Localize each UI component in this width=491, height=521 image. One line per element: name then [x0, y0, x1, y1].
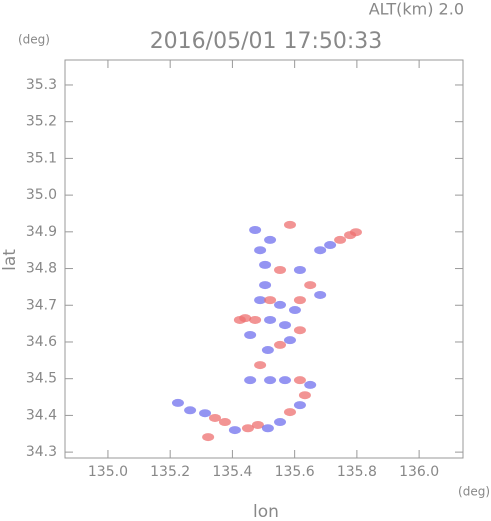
x-tick-label: 135.0 [88, 464, 128, 480]
x-tick-label: 135.2 [150, 464, 190, 480]
echo-blob [261, 346, 274, 355]
echo-blob [233, 315, 246, 324]
echo-blob [259, 260, 272, 269]
echo-blob [254, 246, 267, 255]
x-tick-label: 135.4 [212, 464, 252, 480]
y-tick-label: 34.9 [26, 224, 57, 240]
chart-title: 2016/05/01 17:50:33 [150, 29, 383, 54]
y-tick-label: 34.4 [26, 407, 57, 423]
y-label: lat [0, 249, 20, 271]
echo-blob [349, 228, 362, 237]
echo-blob [293, 266, 306, 275]
echo-blob [202, 433, 215, 442]
y-tick-label: 34.3 [26, 444, 57, 460]
x-tick-label: 135.6 [275, 464, 315, 480]
y-unit: (deg) [18, 33, 50, 47]
echo-blob [279, 321, 292, 330]
echo-blob [293, 326, 306, 335]
echo-blob [254, 296, 267, 305]
echo-blob [314, 246, 327, 255]
echo-blob [244, 376, 257, 385]
x-tick-label: 135.8 [337, 464, 377, 480]
x-unit: (deg) [458, 485, 490, 499]
y-tick-label: 35.2 [26, 114, 57, 130]
echo-blob [249, 315, 262, 324]
echo-blob [298, 391, 311, 400]
subtitle: ALT(km) 2.0 [369, 0, 464, 19]
echo-blob [283, 336, 296, 345]
plot-frame [64, 59, 464, 459]
echo-blob [314, 290, 327, 299]
x-tick-label: 136.0 [399, 464, 439, 480]
echo-blob [279, 376, 292, 385]
echo-blob [264, 376, 277, 385]
echo-blob [254, 361, 267, 370]
echo-blob [264, 235, 277, 244]
y-tick-label: 35.3 [26, 77, 57, 93]
echo-blob [264, 296, 277, 305]
echo-blob [293, 401, 306, 410]
echo-blob [259, 281, 272, 290]
echo-blob [293, 296, 306, 305]
echo-blob [251, 420, 264, 429]
y-tick-label: 34.5 [26, 371, 57, 387]
x-label: lon [253, 502, 279, 521]
echo-blob [274, 340, 287, 349]
echo-blob [324, 241, 337, 250]
y-tick-label: 34.7 [26, 297, 57, 313]
echo-blob [241, 424, 254, 433]
echo-blob [264, 315, 277, 324]
echo-blob [274, 300, 287, 309]
y-tick-label: 34.6 [26, 334, 57, 350]
echo-blob [304, 281, 317, 290]
echo-blob [208, 413, 221, 422]
echo-blob [304, 380, 317, 389]
y-tick-label: 35.1 [26, 150, 57, 166]
echo-blob [274, 266, 287, 275]
echo-blob [283, 220, 296, 229]
echo-blob [228, 426, 241, 435]
echo-blob [288, 306, 301, 315]
echo-blob [171, 398, 184, 407]
y-tick-label: 35.0 [26, 187, 57, 203]
echo-blob [261, 424, 274, 433]
echo-blob [218, 418, 231, 427]
echo-blob [274, 418, 287, 427]
echo-blob [293, 376, 306, 385]
echo-blob [244, 331, 257, 340]
echo-blob [283, 408, 296, 417]
echo-blob [184, 406, 197, 415]
y-tick-label: 34.8 [26, 261, 57, 277]
echo-blob [334, 235, 347, 244]
echo-blob [249, 225, 262, 234]
echo-blob [199, 409, 212, 418]
